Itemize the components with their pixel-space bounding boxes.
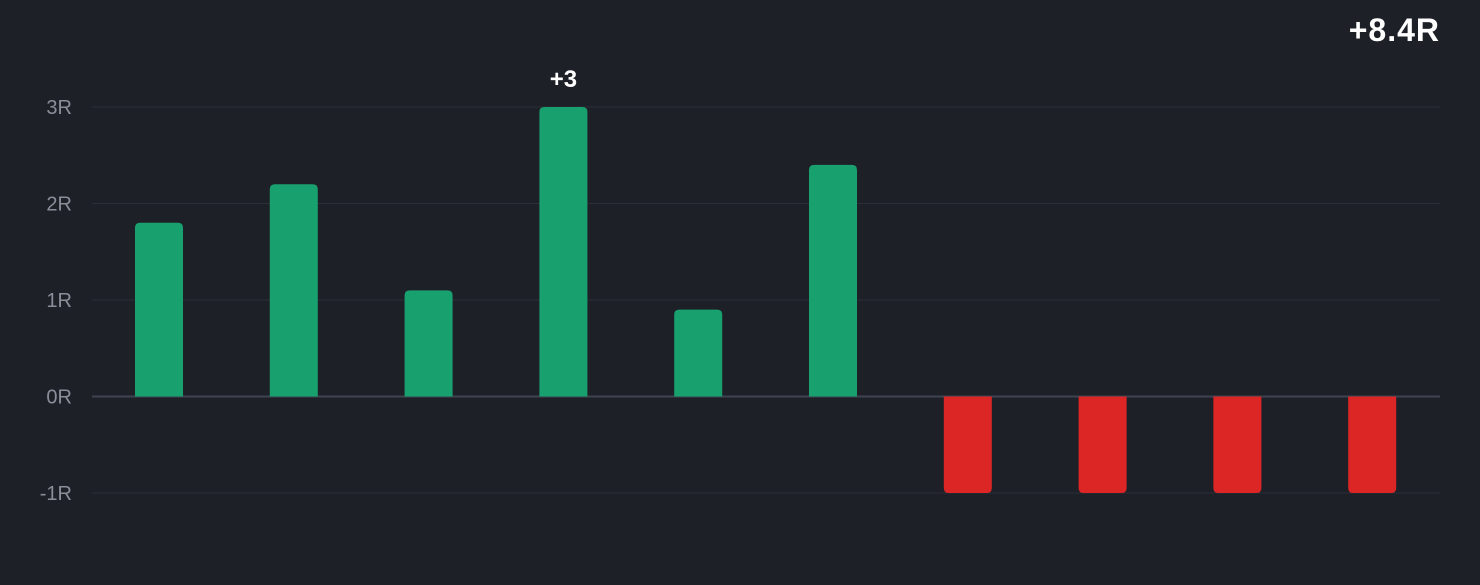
y-tick-label: 0R bbox=[46, 387, 72, 409]
y-tick-label: 1R bbox=[46, 290, 72, 312]
positive-bar bbox=[539, 107, 588, 397]
total-r-value: +8.4R bbox=[1348, 12, 1440, 48]
bar-value-label: +3 bbox=[550, 66, 577, 93]
negative-bar bbox=[1348, 396, 1397, 493]
positive-bar bbox=[809, 164, 857, 397]
y-tick-label: 2R bbox=[46, 194, 72, 216]
negative-bar bbox=[1213, 396, 1262, 493]
positive-bar bbox=[269, 184, 318, 397]
positive-bar bbox=[674, 309, 723, 397]
y-tick-label: -1R bbox=[40, 483, 72, 505]
positive-bar bbox=[404, 290, 453, 397]
negative-bar bbox=[1078, 396, 1127, 493]
negative-bar bbox=[943, 396, 992, 493]
positive-bar bbox=[135, 222, 183, 397]
y-tick-label: 3R bbox=[46, 97, 72, 119]
